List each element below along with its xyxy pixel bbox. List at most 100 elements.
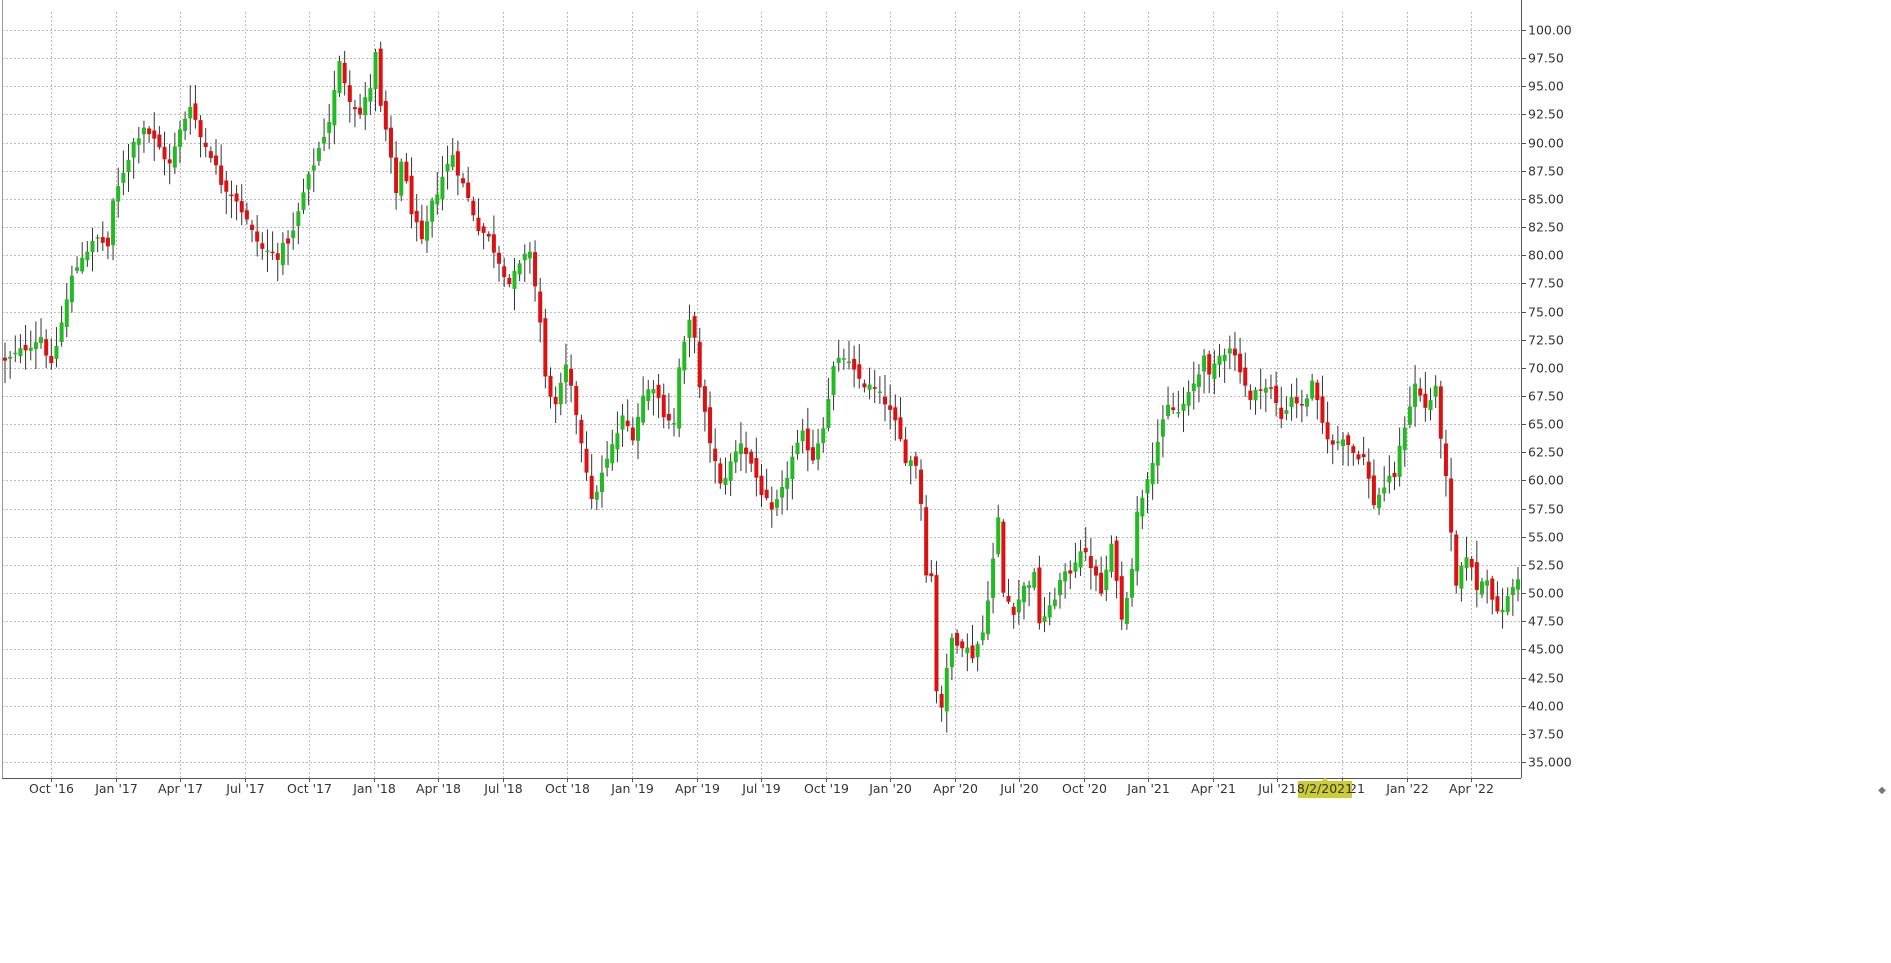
candle — [1387, 455, 1392, 494]
candle-body — [347, 85, 352, 103]
candle-body — [744, 447, 749, 455]
candle-body — [1011, 606, 1016, 615]
candle-body — [527, 251, 532, 259]
candle-body — [126, 159, 131, 173]
candle-body — [538, 291, 543, 323]
candle-body — [1032, 571, 1037, 588]
candle — [1341, 432, 1346, 466]
candle-body — [1073, 562, 1078, 572]
y-tick-label: 80.00 — [1528, 248, 1564, 263]
candle-body — [450, 155, 455, 167]
candle — [919, 459, 924, 521]
candle-body — [1052, 599, 1057, 607]
candle-body — [296, 211, 301, 227]
candle — [311, 148, 316, 193]
y-tick-label: 57.50 — [1528, 502, 1564, 517]
candle — [157, 126, 162, 150]
candle-body — [1181, 403, 1186, 411]
candle-body — [764, 489, 769, 499]
candle — [1073, 542, 1078, 579]
candle — [131, 137, 136, 179]
candle — [965, 633, 970, 672]
candle — [543, 308, 548, 389]
candle-body — [280, 242, 285, 266]
candle-body — [1495, 596, 1500, 612]
candle-body — [136, 138, 141, 145]
candle-body — [3, 357, 7, 361]
candle — [1155, 419, 1160, 484]
candle-body — [1191, 383, 1196, 392]
candle-body — [167, 159, 172, 164]
candle — [95, 234, 100, 253]
candle-body — [980, 632, 985, 641]
candle-body — [1299, 404, 1304, 406]
candle — [651, 380, 656, 416]
corner-marker-icon[interactable]: ◆ — [1878, 785, 1886, 796]
x-tick-label: Jul '19 — [741, 781, 780, 796]
candle-body — [198, 120, 203, 138]
candle — [558, 372, 563, 416]
candle — [1166, 386, 1171, 420]
candle — [172, 132, 177, 175]
candle-body — [934, 575, 939, 692]
candle-body — [708, 407, 713, 444]
candle-body — [208, 151, 213, 158]
candle — [1114, 535, 1119, 599]
candle-body — [373, 51, 378, 90]
candle-body — [687, 319, 692, 339]
candle-body — [1366, 461, 1371, 479]
candle-body — [579, 419, 584, 444]
candle — [1191, 361, 1196, 410]
candle — [1428, 388, 1433, 421]
candle-body — [826, 398, 831, 428]
candle — [435, 171, 440, 215]
candle-body — [1243, 367, 1248, 386]
candle — [152, 112, 157, 162]
y-tick-label: 92.50 — [1528, 107, 1564, 122]
candle-body — [800, 430, 805, 442]
candle-body — [1258, 389, 1263, 391]
candle — [1305, 393, 1310, 417]
candle — [533, 240, 538, 302]
candle — [574, 381, 579, 435]
candle-body — [404, 161, 409, 182]
candle-body — [1057, 580, 1062, 596]
candle — [136, 126, 141, 164]
candle — [193, 84, 198, 129]
candle-body — [8, 356, 13, 359]
candle-body — [275, 253, 280, 260]
candle-body — [1377, 494, 1382, 509]
candle — [738, 422, 743, 471]
axes — [2, 0, 1526, 782]
candle-body — [852, 358, 857, 370]
candle — [404, 152, 409, 184]
candle — [1382, 466, 1387, 502]
x-tick-label: Oct '16 — [29, 781, 74, 796]
candle-body — [1305, 398, 1310, 407]
candle — [970, 624, 975, 663]
candle-body — [759, 475, 764, 496]
candle-body — [316, 147, 321, 162]
candle-body — [821, 428, 826, 444]
candle — [1397, 427, 1402, 487]
candle-body — [985, 600, 990, 635]
candle — [280, 232, 285, 276]
candle-body — [1248, 390, 1253, 400]
candle — [512, 258, 517, 311]
candle — [1377, 487, 1382, 516]
candle — [1268, 374, 1273, 400]
candle — [59, 305, 64, 347]
candle — [332, 70, 337, 145]
candle — [1485, 569, 1490, 604]
candle-body — [924, 507, 929, 576]
candle — [414, 194, 419, 242]
candle-body — [105, 237, 110, 247]
candle — [1516, 567, 1520, 602]
candle — [100, 221, 105, 251]
candle — [291, 212, 296, 250]
candle — [1443, 429, 1448, 497]
candle — [1207, 350, 1212, 394]
candle-body — [1330, 440, 1335, 445]
candle-body — [59, 322, 64, 343]
candle-body — [1001, 521, 1006, 593]
